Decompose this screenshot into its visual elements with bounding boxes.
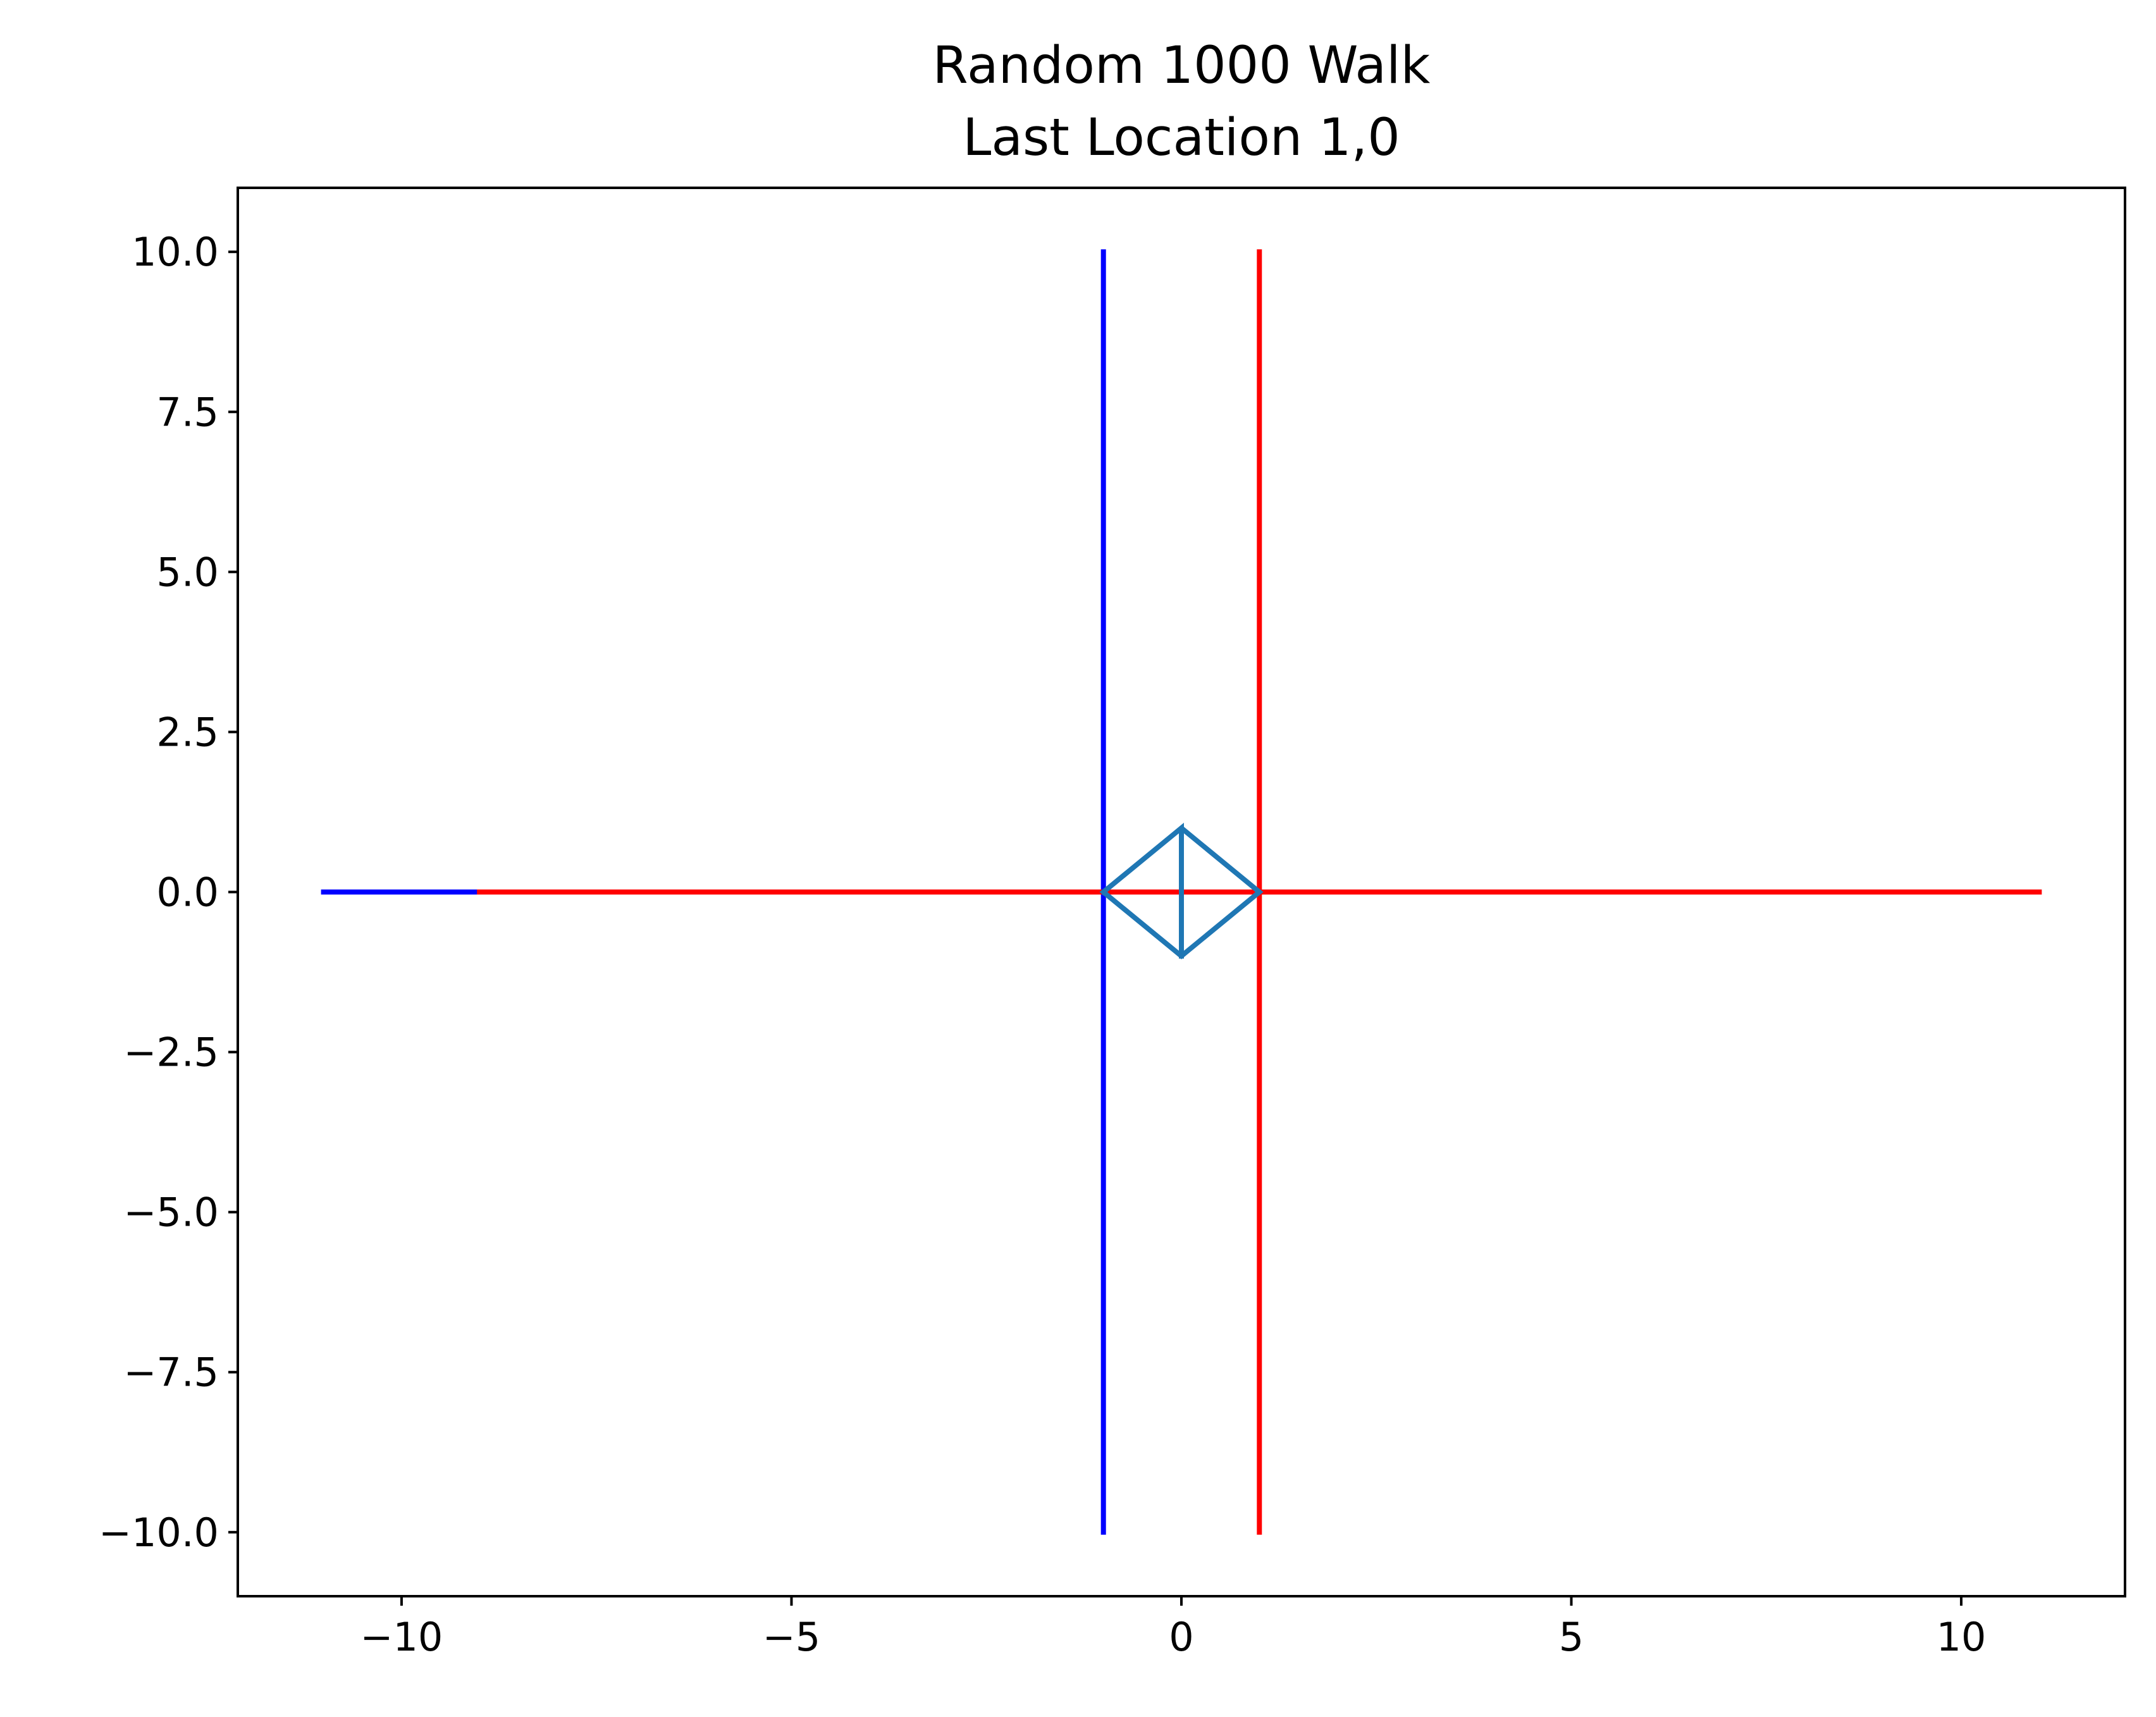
x-axis: −10 −5 0 5 10 xyxy=(360,1596,1987,1660)
series-line-4 xyxy=(1099,822,1264,959)
x-tick-label-0: −10 xyxy=(360,1614,443,1660)
y-axis: 10.0 7.5 5.0 2.5 0.0 −2.5 −5.0 −7.5 −10.0 xyxy=(99,229,238,1556)
chart-title: Random 1000 Walk xyxy=(933,36,1431,95)
y-tick-label-7: −7.5 xyxy=(123,1350,219,1396)
x-tick-label-2: 0 xyxy=(1169,1614,1193,1660)
series-layer xyxy=(321,249,2042,1535)
y-tick-label-4: 0.0 xyxy=(156,870,219,916)
y-tick-label-6: −5.0 xyxy=(123,1190,219,1236)
y-tick-label-8: −10.0 xyxy=(99,1510,219,1556)
x-tick-label-3: 5 xyxy=(1559,1614,1584,1660)
x-tick-label-1: −5 xyxy=(763,1614,820,1660)
y-tick-label-1: 7.5 xyxy=(156,389,219,435)
y-tick-label-3: 2.5 xyxy=(156,709,219,755)
y-tick-label-2: 5.0 xyxy=(156,549,219,595)
x-tick-label-4: 10 xyxy=(1937,1614,1987,1660)
chart-subtitle: Last Location 1,0 xyxy=(963,108,1400,168)
y-tick-label-0: 10.0 xyxy=(132,229,219,275)
y-tick-label-5: −2.5 xyxy=(123,1030,219,1076)
